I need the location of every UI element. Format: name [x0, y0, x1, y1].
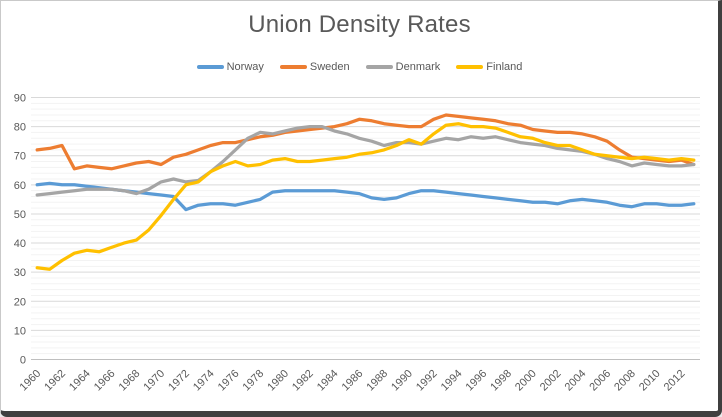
x-axis-tick-label: 1984 [315, 368, 341, 394]
x-axis-tick-label: 2008 [612, 368, 638, 394]
x-axis-tick-label: 1986 [340, 368, 366, 394]
legend-swatch-norway [196, 65, 224, 69]
x-axis-tick-label: 1976 [216, 368, 242, 394]
x-axis-tick-label: 1992 [414, 368, 440, 394]
legend-item-finland[interactable]: Finland [456, 61, 522, 73]
y-axis-tick-label: 40 [14, 238, 26, 250]
x-axis-tick-label: 1974 [191, 368, 217, 394]
x-axis-tick-label: 2004 [563, 368, 589, 394]
x-axis-tick-label: 1996 [464, 368, 490, 394]
series-line-finland[interactable] [35, 122, 696, 271]
legend-label: Finland [486, 61, 523, 73]
series-line-norway[interactable] [35, 181, 696, 212]
y-axis-tick-label: 30 [14, 267, 26, 279]
y-axis-tick-label: 60 [14, 180, 26, 192]
x-axis-tick-label: 1988 [364, 368, 390, 394]
x-axis-tick-label: 2002 [538, 368, 564, 394]
x-axis-tick-label: 1964 [67, 368, 93, 394]
x-axis-tick-label: 1968 [117, 368, 143, 394]
y-axis-tick-label: 90 [14, 93, 26, 105]
chart-title[interactable]: Union Density Rates [248, 11, 471, 38]
x-axis-tick-label: 1994 [439, 368, 465, 394]
y-axis-tick-label: 70 [14, 151, 26, 163]
x-axis-tick-label: 1962 [42, 368, 68, 394]
x-axis-tick-label: 1998 [488, 368, 514, 394]
legend-swatch-denmark [365, 65, 393, 69]
legend-item-denmark[interactable]: Denmark [365, 61, 441, 73]
legend-swatch-sweden [279, 65, 307, 69]
y-axis-tick-label: 0 [20, 355, 26, 367]
legend-item-sweden[interactable]: Sweden [279, 61, 350, 73]
legend-item-norway[interactable]: Norway [196, 61, 264, 73]
legend-swatch-finland [456, 65, 484, 69]
x-axis-tick-label: 1972 [166, 368, 192, 394]
legend-label: Norway [226, 61, 264, 73]
y-axis-tick-label: 80 [14, 122, 26, 134]
x-axis-tick-label: 1966 [92, 368, 118, 394]
legend: Norway Sweden Denmark Finland [1, 61, 718, 73]
y-axis-tick-label: 50 [14, 209, 26, 221]
x-axis-tick-label: 1960 [18, 368, 44, 394]
x-axis-tick-label: 1980 [265, 368, 291, 394]
y-axis-tick-label: 10 [14, 325, 26, 337]
x-axis-tick-label: 2000 [513, 368, 539, 394]
y-axis-tick-label: 20 [14, 296, 26, 308]
legend-label: Denmark [395, 61, 441, 73]
legend-label: Sweden [309, 61, 350, 73]
x-axis-tick-label: 1990 [389, 368, 415, 394]
x-axis-tick-label: 1978 [241, 368, 267, 394]
x-axis-tick-label: 1970 [141, 368, 167, 394]
x-axis-tick-label: 2006 [587, 368, 613, 394]
x-axis-tick-label: 1982 [290, 368, 316, 394]
series-line-sweden[interactable] [35, 113, 696, 171]
x-axis-tick-label: 2010 [637, 368, 663, 394]
x-axis-tick-label: 2012 [662, 368, 688, 394]
